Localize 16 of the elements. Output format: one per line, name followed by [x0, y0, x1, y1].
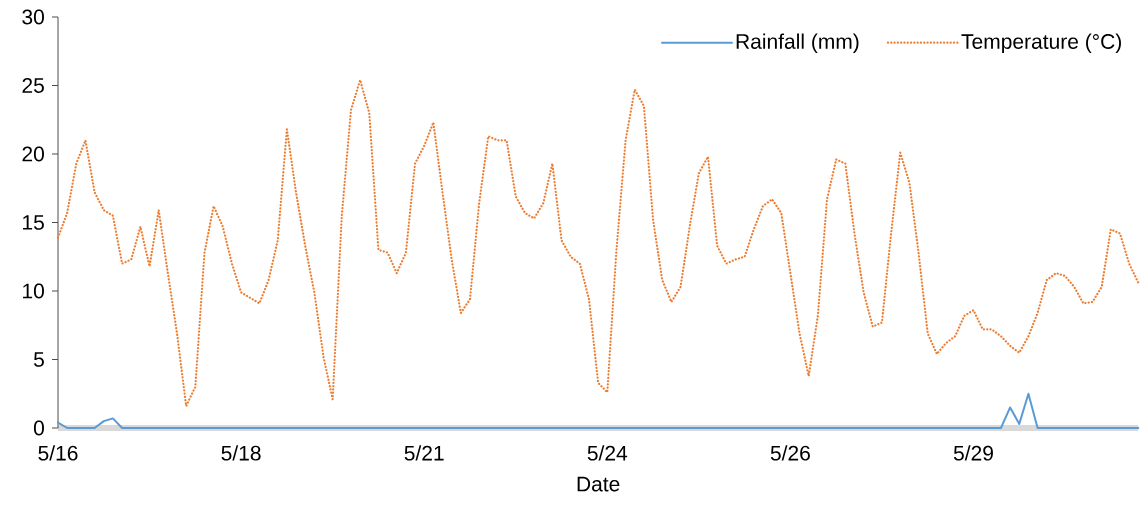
y-tick-label: 0 [33, 420, 44, 436]
y-tick-label: 20 [22, 146, 44, 162]
y-tick-label: 25 [22, 78, 44, 93]
legend-label: Rainfall (mm) [736, 33, 859, 54]
x-tick-label: 5/26 [770, 445, 810, 461]
x-tick-label: 5/21 [404, 445, 444, 461]
y-tick-label: 10 [23, 283, 44, 299]
y-tick-label: 5 [33, 352, 44, 367]
x-tick-label: 5/24 [587, 445, 628, 461]
legend-label: Temperature (°C) [961, 33, 1121, 54]
y-tick-label: 30 [22, 9, 44, 25]
x-axis-title: Date [577, 476, 620, 492]
x-tick-label: 5/18 [221, 445, 261, 461]
y-tick-label: 15 [23, 215, 44, 230]
x-tick-label: 5/29 [953, 445, 993, 461]
x-tick-label: 5/16 [38, 445, 78, 461]
